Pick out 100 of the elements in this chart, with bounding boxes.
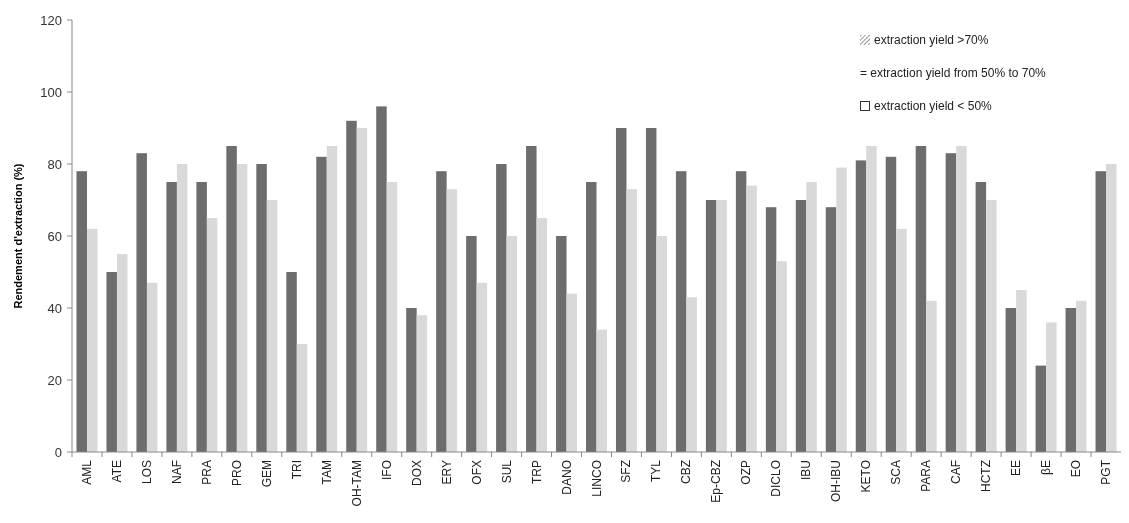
bar	[1005, 308, 1017, 452]
bar	[716, 200, 727, 452]
bar	[765, 207, 777, 452]
bar	[956, 146, 967, 452]
bar	[166, 182, 177, 452]
bar	[226, 146, 237, 452]
bar	[776, 261, 787, 452]
x-tick-label: DANO	[559, 460, 574, 495]
bar	[746, 185, 757, 452]
bar	[206, 218, 218, 452]
x-tick-label: PRA	[199, 460, 214, 485]
bar	[176, 164, 188, 452]
x-tick-label: TYL	[649, 459, 664, 483]
bar	[106, 272, 117, 452]
x-tick-label: OZP	[739, 460, 754, 485]
bar	[735, 171, 747, 452]
y-axis-title: Rendement d'extraction (%)	[12, 163, 24, 309]
bar	[596, 329, 607, 452]
x-tick-label: PARA	[919, 460, 934, 492]
bar	[476, 282, 488, 452]
bar	[86, 228, 98, 452]
y-tick-label: 80	[47, 156, 62, 172]
bar	[76, 171, 87, 452]
x-tick-label: IFO	[379, 460, 394, 480]
bar	[236, 164, 248, 452]
x-tick-label: OFX	[469, 460, 484, 485]
x-tick-label: KETO	[859, 460, 874, 493]
bar	[346, 120, 357, 452]
x-tick-label: TRP	[529, 460, 544, 484]
x-tick-label: OH-IBU	[829, 460, 844, 502]
x-tick-label: Ep-CBZ	[709, 460, 724, 503]
bar	[436, 171, 447, 452]
bar	[296, 344, 308, 452]
bar	[915, 146, 927, 452]
x-tick-label: SUL	[499, 459, 514, 484]
bar	[686, 297, 697, 452]
x-tick-label: TAM	[319, 460, 334, 485]
bar	[256, 164, 267, 452]
bar	[675, 171, 687, 452]
x-tick-label: AML	[79, 459, 94, 485]
x-tick-label: GEM	[259, 460, 274, 488]
bar	[416, 315, 428, 452]
x-tick-label: HCTZ	[979, 460, 994, 492]
x-tick-label: PGT	[1099, 459, 1114, 485]
bar	[1106, 164, 1117, 452]
bar	[1076, 300, 1087, 452]
bar	[986, 200, 997, 452]
bar	[1095, 171, 1107, 452]
bar	[196, 182, 207, 452]
bar	[825, 207, 837, 452]
bar	[926, 300, 937, 452]
bar	[896, 228, 907, 452]
bar	[975, 182, 987, 452]
bar	[316, 156, 327, 452]
x-tick-label: PRO	[229, 460, 244, 487]
y-tick-label: 60	[47, 228, 62, 244]
y-tick-label: 120	[40, 12, 62, 28]
bar	[556, 236, 567, 452]
x-tick-label: DOX	[409, 460, 424, 487]
x-tick-label: CAF	[949, 460, 964, 484]
bar	[386, 182, 398, 452]
bar	[356, 128, 368, 452]
bar	[855, 160, 867, 452]
y-tick-label: 20	[47, 372, 62, 388]
bar	[795, 200, 807, 452]
bar	[1046, 322, 1057, 452]
bar	[566, 293, 578, 452]
bar	[866, 146, 877, 452]
y-tick-label: 40	[47, 300, 62, 316]
bar	[586, 182, 597, 452]
bar	[806, 182, 817, 452]
x-tick-label: OH-TAM	[349, 460, 364, 507]
bar	[466, 236, 477, 452]
bar	[1065, 308, 1077, 452]
bar	[705, 200, 717, 452]
bar	[376, 106, 387, 452]
bar	[945, 153, 957, 452]
bar	[885, 156, 897, 452]
bar	[645, 128, 657, 452]
x-tick-label: SFZ	[619, 460, 634, 483]
x-tick-label: CBZ	[679, 460, 694, 484]
bar	[1016, 290, 1027, 452]
bar	[446, 189, 458, 452]
annotation: = extraction yield from 50% to 70%	[860, 66, 1047, 80]
bar	[506, 236, 518, 452]
bar	[266, 200, 278, 452]
x-tick-label: DICLO	[769, 460, 784, 497]
bar	[136, 153, 147, 452]
x-tick-label: TRI	[289, 460, 304, 480]
x-tick-label: EO	[1069, 460, 1084, 478]
bar	[656, 236, 667, 452]
bar	[116, 254, 128, 452]
bar	[406, 308, 417, 452]
x-tick-label: LINCO	[589, 460, 604, 497]
bar	[326, 146, 338, 452]
bar	[286, 272, 297, 452]
bar	[1035, 365, 1047, 452]
x-tick-label: ERY	[439, 460, 454, 485]
bar	[626, 189, 637, 452]
bar	[536, 218, 548, 452]
